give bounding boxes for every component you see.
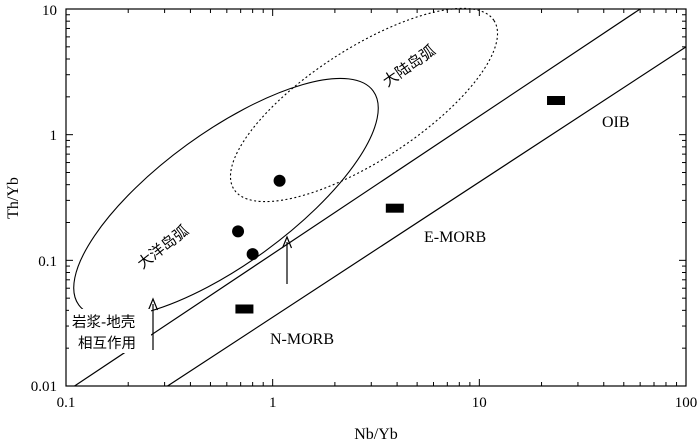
y-tick-label: 0.1 [38,254,57,270]
sample-point [232,225,245,238]
y-tick-label: 1 [50,128,58,144]
arrow-head [281,235,293,249]
reference-points [235,96,566,314]
y-tick-labels: 0.01 0.1 1 10 [31,3,57,395]
sample-point [246,248,259,261]
sample-point [273,174,286,187]
x-axis-label: Nb/Yb [354,426,398,443]
mantle-array-lines [74,8,687,387]
plot-area [65,8,687,387]
arrow-head [147,297,159,311]
annotation-backdrop [69,309,151,353]
reference-point-n-morb [235,304,254,314]
e-morb-label: E-MORB [424,229,486,246]
reference-labels: N-MORB E-MORB OIB [270,114,630,348]
oceanic-island-arc-label: 大洋岛弧 [134,221,192,272]
trend-arrows [147,235,293,350]
plot-frame [65,8,687,387]
x-tick-label: 100 [675,395,698,411]
mantle-array-line [167,46,687,387]
y-tick-label: 0.01 [31,379,57,395]
y-tick-label: 10 [42,3,57,19]
n-morb-label: N-MORB [270,331,334,348]
x-tick-labels: 0.1 1 10 100 [57,395,698,411]
oib-label: OIB [602,114,630,131]
sample-points [232,174,286,261]
y-axis-label: Th/Yb [5,177,22,219]
reference-point-e-morb [385,203,404,213]
mantle-array-line [74,8,641,387]
annotation-line-2: 相互作用 [78,335,136,352]
magma-crust-interaction-annotation: 岩浆-地壳 相互作用 [69,309,151,353]
x-tick-label: 1 [269,395,277,411]
x-tick-label: 10 [472,395,487,411]
annotation-line-1: 岩浆-地壳 [72,313,135,331]
oceanic-island-arc-field [73,77,379,319]
x-tick-label: 0.1 [57,395,76,411]
reference-point-oib [547,96,566,106]
continental-island-arc-label: 大陆岛弧 [379,41,438,90]
